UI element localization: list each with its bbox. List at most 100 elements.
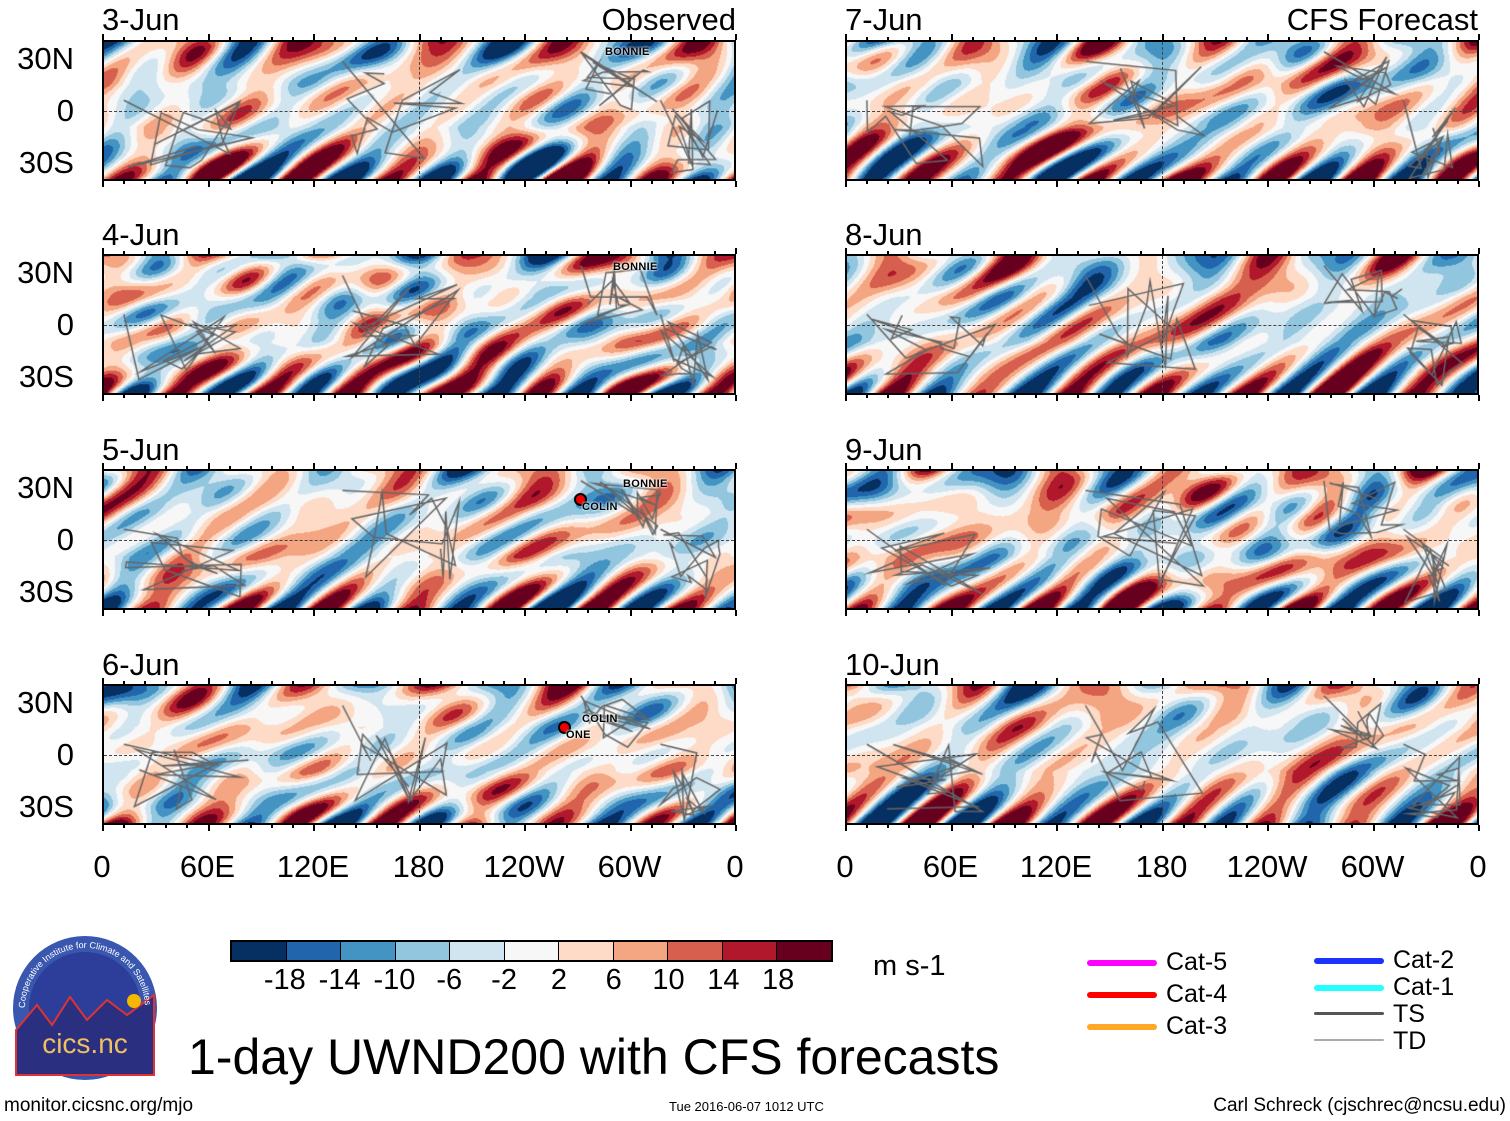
tick-mark xyxy=(929,395,932,398)
tick-mark xyxy=(1098,825,1101,828)
tick-mark xyxy=(1414,610,1417,613)
tick-mark xyxy=(1077,395,1080,398)
tick-mark xyxy=(1267,610,1269,616)
tick-mark xyxy=(1013,181,1016,184)
tick-mark xyxy=(1161,610,1164,616)
legend-line-td xyxy=(1314,1039,1384,1041)
tick-mark xyxy=(270,251,273,254)
tick-mark xyxy=(249,181,252,184)
tick-mark xyxy=(566,251,569,254)
tick-mark xyxy=(1077,37,1080,40)
tick-mark xyxy=(1098,395,1101,398)
tick-mark xyxy=(1119,251,1122,254)
tick-mark xyxy=(418,248,421,254)
tick-mark xyxy=(102,395,104,401)
tick-mark xyxy=(524,395,526,401)
tick-mark xyxy=(950,395,953,401)
tick-mark xyxy=(1013,37,1016,40)
tick-mark xyxy=(971,466,974,469)
tick-mark xyxy=(123,251,126,254)
tick-mark xyxy=(908,610,911,613)
tick-mark xyxy=(291,395,294,398)
tick-mark xyxy=(1351,610,1354,613)
tick-mark xyxy=(587,825,590,828)
tick-mark xyxy=(545,610,548,613)
tick-mark xyxy=(735,610,737,616)
tick-mark xyxy=(1245,610,1248,613)
tick-mark xyxy=(1478,678,1480,684)
tick-mark xyxy=(1393,610,1396,613)
tick-mark xyxy=(1435,37,1438,40)
tick-mark xyxy=(1098,466,1101,469)
tick-mark xyxy=(144,395,147,398)
tick-mark xyxy=(866,37,869,40)
tick-mark xyxy=(249,681,252,684)
tick-mark xyxy=(1393,37,1396,40)
tick-mark xyxy=(692,251,695,254)
tick-mark xyxy=(313,248,315,254)
tick-mark xyxy=(270,181,273,184)
tick-mark xyxy=(1267,34,1269,40)
tick-mark xyxy=(249,825,252,828)
tick-mark xyxy=(524,825,526,831)
tick-mark xyxy=(713,37,716,40)
tick-mark xyxy=(481,681,484,684)
tick-mark xyxy=(735,825,737,831)
tick-mark xyxy=(313,34,315,40)
tick-mark xyxy=(270,825,273,828)
panel-date: 4-Jun xyxy=(102,217,180,252)
tick-mark xyxy=(1056,610,1058,616)
tick-mark xyxy=(249,610,252,613)
tick-mark xyxy=(165,610,168,613)
tick-mark xyxy=(735,678,737,684)
tick-mark xyxy=(1267,395,1269,401)
tick-mark xyxy=(587,395,590,398)
tick-mark xyxy=(1267,181,1269,187)
colorbar-swatch xyxy=(286,942,342,960)
tick-mark xyxy=(502,395,505,398)
tick-mark xyxy=(929,466,932,469)
tick-mark xyxy=(887,395,890,398)
tick-mark xyxy=(629,825,632,831)
tick-mark xyxy=(1351,181,1354,184)
tick-mark xyxy=(1013,251,1016,254)
tick-mark xyxy=(291,181,294,184)
tick-mark xyxy=(992,681,995,684)
map-panel-5-jun xyxy=(102,469,736,610)
tick-mark xyxy=(481,466,484,469)
tick-mark xyxy=(1309,181,1312,184)
tick-mark xyxy=(334,251,337,254)
tick-mark xyxy=(397,251,400,254)
tick-mark xyxy=(460,825,463,828)
tick-mark xyxy=(355,681,358,684)
tick-mark xyxy=(1330,251,1333,254)
tick-mark xyxy=(1224,825,1227,828)
tick-mark xyxy=(1288,37,1291,40)
tick-mark xyxy=(524,678,526,684)
source-url[interactable]: monitor.cicsnc.org/mjo xyxy=(4,1095,194,1116)
tick-mark xyxy=(524,181,526,187)
tick-mark xyxy=(1435,251,1438,254)
tick-mark xyxy=(1245,37,1248,40)
colorbar-label: 14 xyxy=(707,964,740,996)
tick-mark xyxy=(1330,181,1333,184)
panel-date: 3-Jun xyxy=(102,2,180,37)
tick-mark xyxy=(1435,610,1438,613)
legend-label: Cat-3 xyxy=(1166,1012,1228,1040)
tick-mark xyxy=(1330,395,1333,398)
tick-mark xyxy=(1182,466,1185,469)
tick-mark xyxy=(1330,610,1333,613)
tick-mark xyxy=(608,825,611,828)
tick-mark xyxy=(971,37,974,40)
tick-mark xyxy=(845,181,847,187)
tick-mark xyxy=(165,395,168,398)
tick-mark xyxy=(397,466,400,469)
tick-mark xyxy=(1414,395,1417,398)
tick-mark xyxy=(460,610,463,613)
tick-mark xyxy=(929,825,932,828)
tick-mark xyxy=(929,37,932,40)
tick-mark xyxy=(692,681,695,684)
tick-mark xyxy=(1034,251,1037,254)
tick-mark xyxy=(950,825,953,831)
map-panel-4-jun xyxy=(102,254,736,395)
